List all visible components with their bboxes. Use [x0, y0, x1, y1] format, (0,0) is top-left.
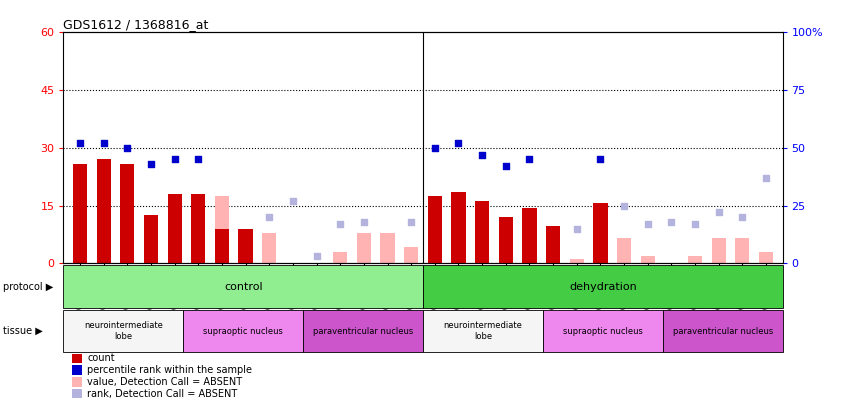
Text: dehydration: dehydration — [569, 281, 637, 292]
Text: neurointermediate
lobe: neurointermediate lobe — [84, 322, 162, 341]
Text: paraventricular nucleus: paraventricular nucleus — [313, 326, 413, 336]
Bar — [617, 238, 631, 263]
Bar — [357, 233, 371, 263]
Text: supraoptic nucleus: supraoptic nucleus — [563, 326, 643, 336]
Point — [120, 145, 134, 151]
Point — [452, 140, 465, 147]
Point — [523, 156, 536, 163]
Point — [404, 218, 418, 225]
Text: paraventricular nucleus: paraventricular nucleus — [673, 326, 772, 336]
Bar — [688, 256, 702, 263]
Point — [618, 202, 631, 209]
Point — [144, 161, 157, 167]
Bar — [215, 196, 229, 263]
Bar — [184, 310, 303, 352]
Bar — [662, 310, 783, 352]
Point — [570, 225, 584, 232]
Text: value, Detection Call = ABSENT: value, Detection Call = ABSENT — [87, 377, 242, 387]
Point — [262, 214, 276, 220]
Bar — [452, 192, 465, 263]
Point — [759, 175, 772, 181]
Text: percentile rank within the sample: percentile rank within the sample — [87, 365, 252, 375]
Point — [310, 253, 323, 260]
Bar — [640, 256, 655, 263]
Bar — [96, 160, 111, 263]
Bar — [735, 238, 750, 263]
Text: count: count — [87, 354, 115, 363]
Bar — [239, 228, 253, 263]
Bar — [404, 247, 418, 263]
Point — [689, 221, 702, 227]
Bar — [215, 228, 229, 263]
Point — [168, 156, 181, 163]
Point — [499, 163, 513, 170]
Bar — [303, 310, 423, 352]
Bar — [543, 310, 662, 352]
Point — [286, 198, 299, 204]
Bar — [498, 217, 513, 263]
Text: GDS1612 / 1368816_at: GDS1612 / 1368816_at — [63, 18, 209, 31]
Bar — [711, 238, 726, 263]
Point — [357, 218, 371, 225]
Point — [428, 145, 442, 151]
Bar — [428, 196, 442, 263]
Bar — [144, 215, 158, 263]
Point — [665, 218, 678, 225]
Bar — [546, 226, 560, 263]
Text: protocol ▶: protocol ▶ — [3, 281, 52, 292]
Point — [333, 221, 347, 227]
Bar — [191, 194, 206, 263]
Bar — [239, 228, 253, 263]
Bar — [522, 208, 536, 263]
Bar — [120, 164, 135, 263]
Text: control: control — [224, 281, 262, 292]
Bar — [63, 310, 184, 352]
Point — [475, 151, 489, 158]
Bar — [423, 265, 783, 308]
Point — [74, 140, 87, 147]
Text: supraoptic nucleus: supraoptic nucleus — [203, 326, 283, 336]
Point — [97, 140, 111, 147]
Bar — [593, 203, 607, 263]
Bar — [569, 259, 584, 263]
Bar — [475, 201, 489, 263]
Text: tissue ▶: tissue ▶ — [3, 326, 42, 336]
Point — [712, 209, 726, 216]
Bar — [333, 252, 348, 263]
Point — [735, 214, 749, 220]
Bar — [168, 194, 182, 263]
Bar — [381, 233, 394, 263]
Point — [594, 156, 607, 163]
Text: neurointermediate
lobe: neurointermediate lobe — [443, 322, 522, 341]
Bar — [63, 265, 423, 308]
Point — [191, 156, 205, 163]
Bar — [423, 310, 543, 352]
Bar — [73, 164, 87, 263]
Bar — [262, 233, 277, 263]
Bar — [759, 252, 773, 263]
Text: rank, Detection Call = ABSENT: rank, Detection Call = ABSENT — [87, 388, 238, 399]
Point — [641, 221, 655, 227]
